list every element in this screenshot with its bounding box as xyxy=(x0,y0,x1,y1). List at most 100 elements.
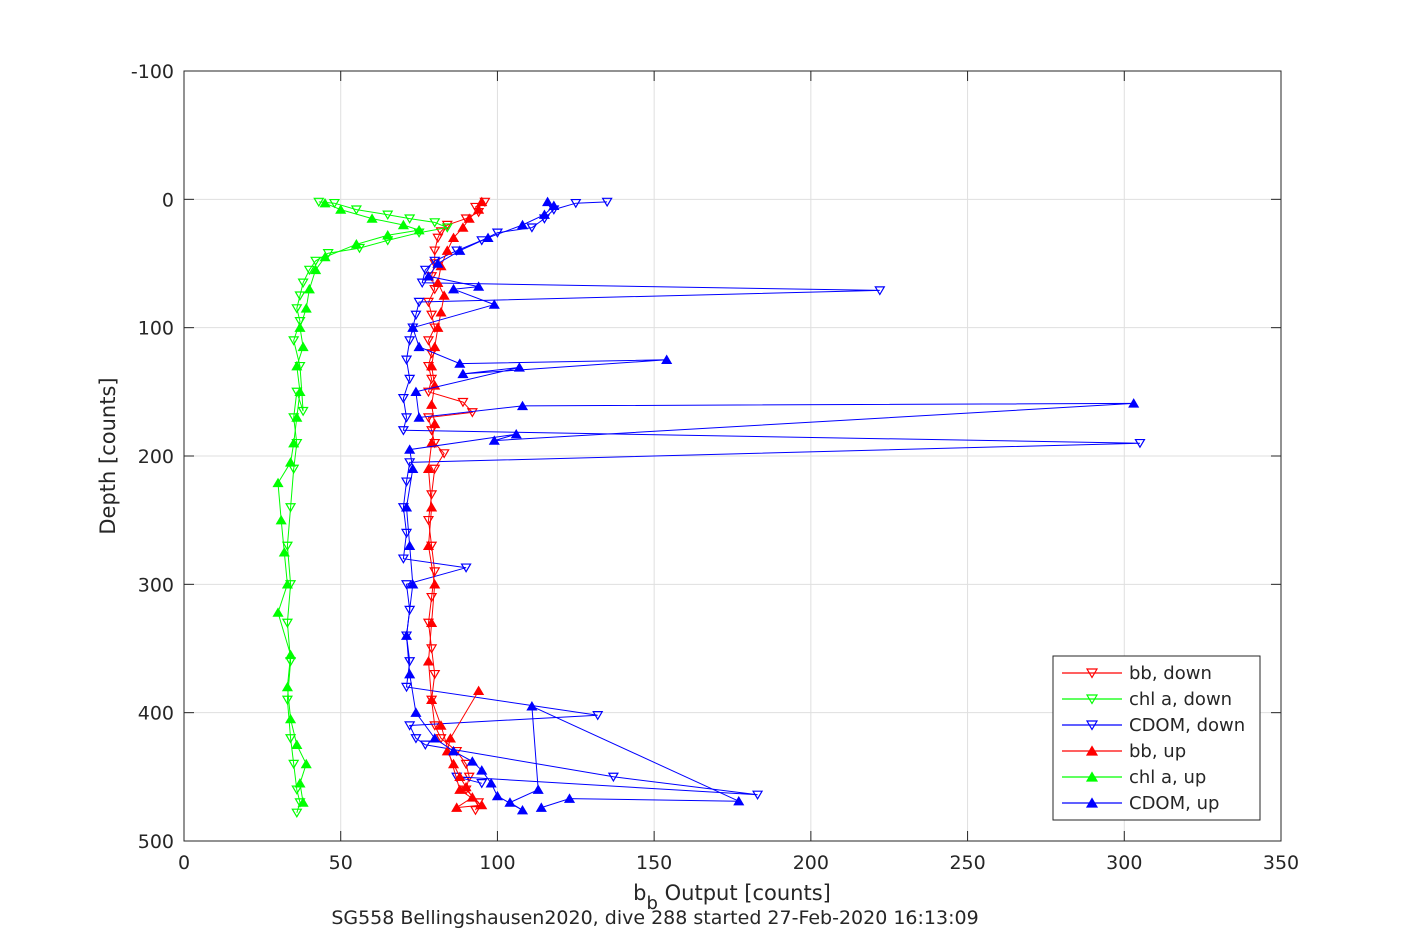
data-point xyxy=(404,374,416,385)
data-point xyxy=(476,765,488,775)
data-point xyxy=(473,685,485,696)
data-point xyxy=(297,341,309,352)
data-point xyxy=(429,733,441,743)
data-point xyxy=(397,554,409,564)
data-point xyxy=(476,799,488,810)
data-point xyxy=(429,418,441,429)
y-tick-label: 300 xyxy=(138,574,174,596)
data-point xyxy=(504,797,516,807)
data-point xyxy=(404,214,416,224)
data-point xyxy=(457,397,469,408)
legend-marker xyxy=(1085,771,1099,782)
data-point xyxy=(447,232,460,243)
legend-marker xyxy=(1085,797,1099,808)
data-point xyxy=(382,210,394,220)
series-chl-a-down xyxy=(281,197,453,819)
series-cdom-up xyxy=(400,196,1140,815)
data-point xyxy=(435,227,447,237)
data-point xyxy=(291,360,303,371)
data-point xyxy=(491,228,503,238)
data-series xyxy=(272,196,1146,819)
data-point xyxy=(422,336,435,346)
y-tick-label: 500 xyxy=(138,831,174,853)
data-point xyxy=(1128,398,1140,408)
data-point xyxy=(426,310,438,321)
legend-items: bb, down chl a, down CDOM, down bb, up chl a… xyxy=(1062,663,1245,814)
data-point xyxy=(410,386,422,397)
data-point xyxy=(407,463,419,474)
data-point xyxy=(366,213,378,223)
data-point xyxy=(400,630,413,640)
x-tick-label: 0 xyxy=(178,852,190,874)
data-point xyxy=(303,283,315,294)
data-point xyxy=(404,668,416,679)
data-point xyxy=(272,607,284,617)
data-point xyxy=(447,758,460,769)
x-axis-title-subscript: b xyxy=(647,893,658,914)
data-point xyxy=(400,682,413,693)
data-point xyxy=(400,355,413,365)
data-point xyxy=(335,204,347,214)
data-point xyxy=(426,502,438,512)
legend-label: bb, down xyxy=(1129,663,1212,684)
data-point xyxy=(300,303,312,313)
data-point xyxy=(488,299,500,309)
data-point xyxy=(291,739,303,749)
legend-marker xyxy=(1085,668,1099,679)
data-point xyxy=(291,412,303,422)
data-point xyxy=(319,251,331,262)
data-point xyxy=(426,360,438,371)
data-point xyxy=(441,220,453,231)
data-point xyxy=(278,547,290,557)
data-point xyxy=(291,808,303,819)
data-point xyxy=(435,734,447,744)
series-line-bb-down xyxy=(427,201,486,811)
axis-ticks xyxy=(183,70,1282,842)
x-tick-label: 150 xyxy=(636,852,672,874)
data-point xyxy=(407,579,419,589)
data-point xyxy=(435,720,447,730)
data-point xyxy=(426,694,438,705)
data-point xyxy=(661,354,673,364)
data-point xyxy=(310,256,322,267)
data-point xyxy=(454,784,466,794)
x-tick-label: 50 xyxy=(329,852,353,874)
data-point xyxy=(400,413,413,423)
data-point xyxy=(288,336,300,346)
data-point xyxy=(444,733,456,743)
data-point xyxy=(463,213,475,223)
data-point xyxy=(382,230,394,240)
data-point xyxy=(491,790,503,801)
data-point xyxy=(466,408,478,418)
data-point xyxy=(513,362,525,372)
data-point xyxy=(410,734,422,744)
data-point xyxy=(288,437,300,448)
series-line-chl-a-down xyxy=(286,201,450,813)
data-point xyxy=(601,197,613,208)
data-point xyxy=(542,196,554,207)
x-axis-title-main: b xyxy=(633,881,646,905)
series-line-chl-a-up xyxy=(277,202,420,803)
data-point xyxy=(404,721,416,731)
data-point xyxy=(429,579,441,589)
x-axis-title-rest: Output [counts] xyxy=(658,881,831,905)
tick-labels: 0 50 100 150 200 250 300 350 -100 0 100 200 300 400 50… xyxy=(131,61,1299,874)
data-point xyxy=(432,322,444,332)
data-point xyxy=(422,387,435,398)
data-point xyxy=(426,617,438,628)
data-point xyxy=(438,290,450,300)
legend-item: bb, down xyxy=(1062,663,1212,684)
data-point xyxy=(1134,438,1146,449)
data-point xyxy=(413,224,425,235)
x-tick-label: 100 xyxy=(479,852,515,874)
y-tick-label: 0 xyxy=(162,189,174,211)
legend-item: chl a, up xyxy=(1062,767,1206,788)
data-point xyxy=(288,759,300,770)
data-point xyxy=(404,444,416,454)
data-point xyxy=(526,701,538,711)
data-point xyxy=(303,265,315,276)
series-bb-up xyxy=(422,196,488,812)
data-point xyxy=(400,477,413,487)
data-point xyxy=(285,457,297,467)
data-point xyxy=(397,219,409,230)
